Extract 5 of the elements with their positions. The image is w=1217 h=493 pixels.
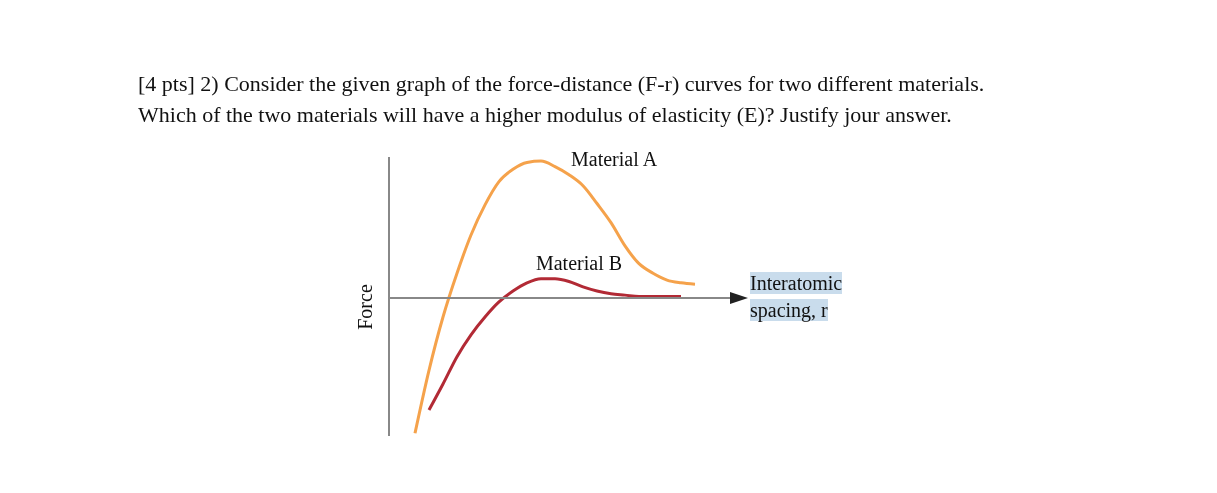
series-label: Material A [571,147,658,170]
y-axis-title: Force [353,284,377,330]
chart-title: [4 pts] 2) Consider the given graph of the force-distance (F-r) curves for two different materials. Which of the two materials will have a higher modulus of elasticity (E)? Justify jour answer. [138,70,986,129]
series-label: Material B [535,252,623,275]
x-axis-title: Interatomic spacing, r [750,272,843,321]
